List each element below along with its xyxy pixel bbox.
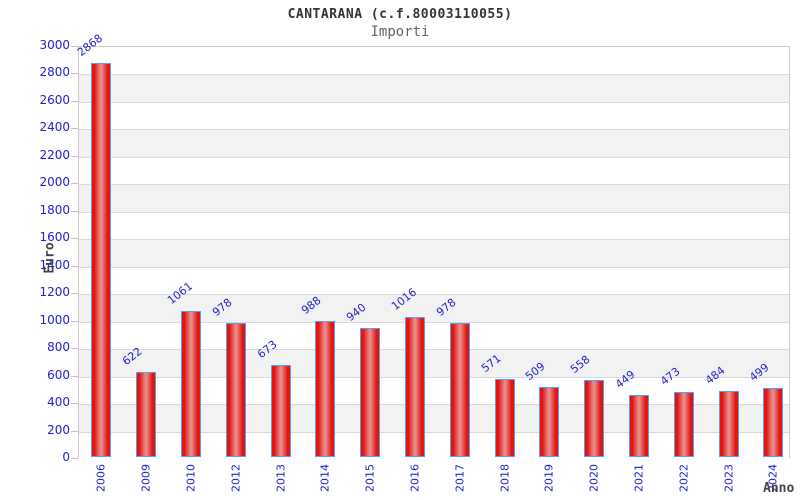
- bar: [360, 327, 381, 457]
- y-tick-label: 200: [47, 422, 70, 437]
- gridline: [79, 156, 789, 158]
- x-tick-label: 2018: [498, 464, 512, 492]
- y-tick-label: 0: [62, 450, 70, 464]
- y-axis-title: Euro: [42, 242, 58, 274]
- y-tick-mark: [71, 293, 78, 295]
- gridline: [79, 266, 789, 268]
- y-tick-label: 1000: [39, 312, 70, 327]
- y-tick-mark: [71, 155, 78, 157]
- plot-band: [79, 74, 789, 102]
- gridline: [79, 74, 789, 76]
- plot-band: [79, 239, 789, 267]
- y-tick-label: 1600: [39, 230, 70, 245]
- y-tick-label: 2200: [39, 147, 70, 162]
- bar: [91, 63, 112, 457]
- gridline: [79, 129, 789, 131]
- x-tick-label: 2023: [722, 464, 736, 492]
- plot-band: [79, 47, 789, 75]
- bar: [673, 392, 694, 457]
- chart-title: CANTARANA (c.f.80003110055): [287, 7, 513, 22]
- y-tick-mark: [71, 320, 78, 322]
- y-tick-label: 2000: [39, 175, 70, 190]
- y-tick-mark: [71, 265, 78, 267]
- bar: [584, 380, 605, 457]
- y-tick-mark: [71, 73, 78, 75]
- plot-area: 2868 622 1061 978 673 988 940 1016 978 571 509 558 4…: [75, 32, 790, 459]
- y-tick-label: 2600: [39, 92, 70, 107]
- y-tick-label: 2400: [39, 120, 70, 135]
- x-tick-label: 2010: [184, 464, 198, 492]
- plot-band: [79, 156, 789, 185]
- y-tick-label: 400: [47, 395, 70, 410]
- bar: [181, 311, 201, 457]
- gridline: [79, 321, 789, 323]
- gridline: [79, 101, 789, 103]
- bar: [315, 321, 336, 457]
- bar: [270, 364, 291, 457]
- bar: [136, 371, 157, 457]
- x-tick-label: 2020: [587, 464, 601, 492]
- y-tick-mark: [71, 348, 78, 350]
- y-tick-label: 3000: [39, 38, 70, 52]
- x-tick-label: 2021: [632, 464, 646, 492]
- x-tick-label: 2006: [94, 464, 108, 492]
- y-tick-mark: [71, 403, 78, 405]
- y-tick-mark: [71, 46, 78, 47]
- gridline: [79, 376, 789, 378]
- y-tick-mark: [71, 128, 78, 130]
- x-tick-label: 2017: [453, 464, 467, 492]
- y-tick-mark: [71, 210, 78, 212]
- plot-band: [79, 101, 789, 130]
- bar: [225, 322, 246, 457]
- bar: [763, 388, 784, 457]
- y-tick-mark: [71, 100, 78, 102]
- gridline: [79, 404, 789, 406]
- y-tick-label: 2800: [39, 65, 70, 80]
- gridline: [79, 431, 789, 433]
- plot-band: [79, 184, 789, 212]
- y-tick-label: 600: [47, 367, 70, 382]
- bar: [629, 395, 649, 457]
- x-tick-label: 2009: [139, 464, 153, 492]
- bar: [449, 322, 470, 457]
- bar: [718, 390, 739, 457]
- y-tick-label: 1800: [39, 202, 70, 217]
- y-tick-mark: [71, 238, 78, 240]
- x-tick-label: 2019: [542, 464, 556, 492]
- y-tick-label: 800: [47, 340, 70, 355]
- bar: [405, 317, 425, 457]
- x-tick-label: 2013: [274, 464, 288, 492]
- x-tick-label: 2014: [318, 464, 332, 492]
- plot-band: [79, 211, 789, 240]
- y-tick-mark: [71, 458, 78, 459]
- x-tick-label: 2012: [229, 464, 243, 492]
- bar: [539, 387, 560, 457]
- bar: [494, 378, 515, 457]
- gridline: [79, 349, 789, 351]
- gridline: [79, 294, 789, 296]
- gridline: [79, 184, 789, 186]
- x-tick-label: 2016: [408, 464, 422, 492]
- x-tick-label: 2015: [363, 464, 377, 492]
- x-tick-label: 2022: [677, 464, 691, 492]
- y-tick-mark: [71, 183, 78, 185]
- gridline: [79, 239, 789, 241]
- chart-subtitle: Importi: [370, 24, 430, 40]
- y-tick-mark: [71, 430, 78, 432]
- plot-band: [79, 266, 789, 295]
- plot-band: [79, 129, 789, 157]
- x-axis-title: Anno: [763, 481, 795, 496]
- y-tick-label: 1400: [39, 257, 70, 272]
- gridline: [79, 211, 789, 213]
- y-tick-label: 1200: [39, 285, 70, 300]
- y-tick-mark: [71, 375, 78, 377]
